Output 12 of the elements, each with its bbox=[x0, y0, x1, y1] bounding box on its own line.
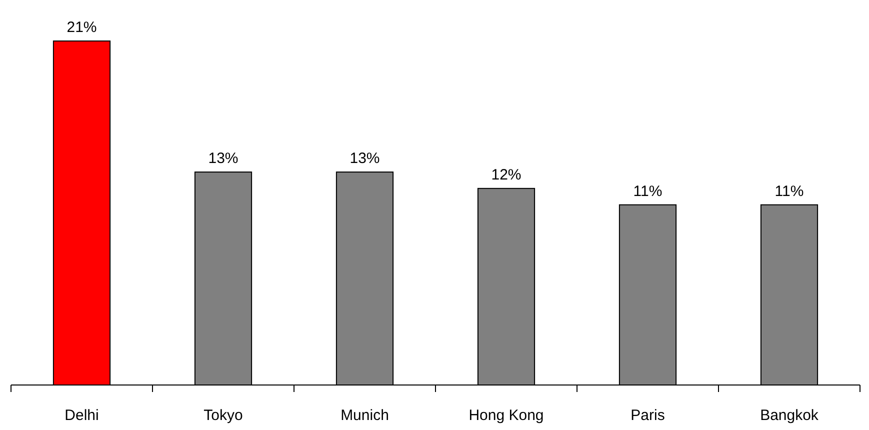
x-tick-label: Paris bbox=[630, 407, 665, 424]
data-label: 11% bbox=[633, 182, 662, 200]
data-label: 12% bbox=[491, 166, 522, 184]
data-label: 21% bbox=[66, 19, 97, 36]
x-tick-label: Delhi bbox=[64, 407, 99, 424]
x-tick-label: Hong Kong bbox=[468, 407, 544, 424]
x-tick-label: Tokyo bbox=[204, 407, 243, 424]
data-label: 13% bbox=[350, 150, 380, 168]
data-label: 11% bbox=[774, 182, 804, 200]
x-tick-label: Munich bbox=[340, 407, 389, 424]
data-label: 13% bbox=[208, 150, 238, 168]
x-tick-label: Bangkok bbox=[760, 407, 819, 424]
